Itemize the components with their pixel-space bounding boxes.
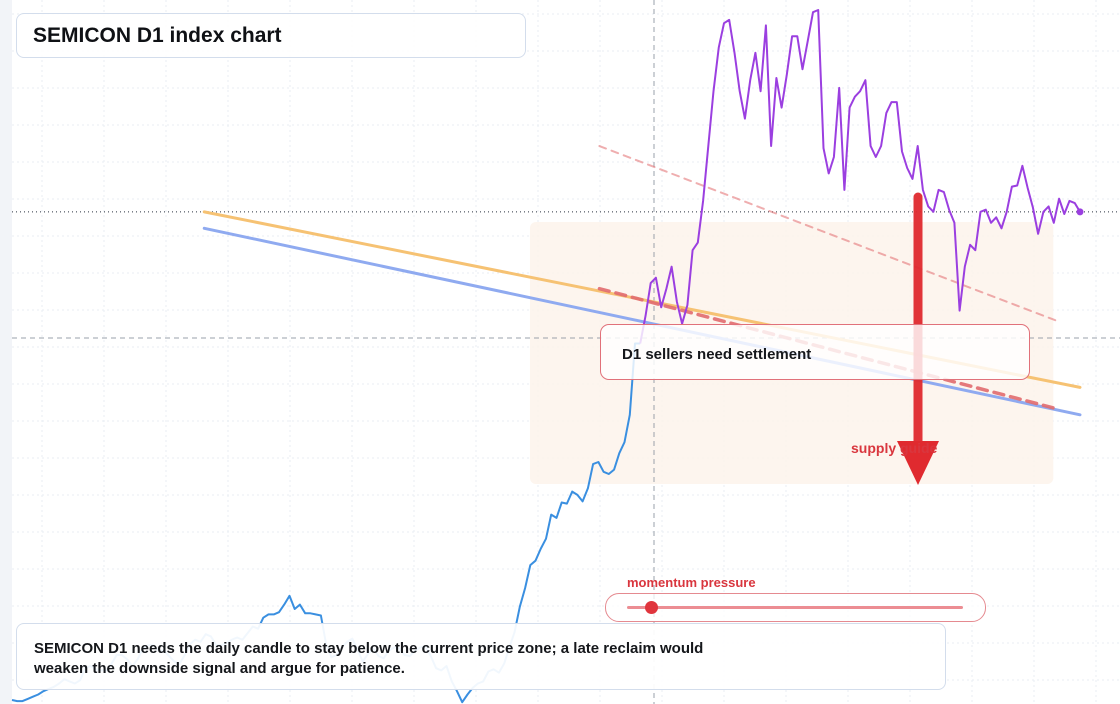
note-text: SEMICON D1 needs the daily candle to sta…: [34, 640, 704, 677]
axis-strip: [0, 0, 12, 704]
supply-guide-label: supply guide: [851, 440, 938, 456]
settlement-callout: D1 sellers need settlement: [600, 324, 1030, 380]
downside-arrow-head: [897, 441, 939, 485]
price-series-late: [639, 9, 1081, 344]
note-box: SEMICON D1 needs the daily candle to sta…: [16, 623, 946, 690]
last-price-dot: [1076, 208, 1084, 216]
trendline-supply-guide-faint-: [598, 145, 1060, 323]
settlement-text: D1 sellers need settlement: [622, 346, 812, 363]
trendline-lower: [202, 226, 1082, 417]
momentum-knob: [644, 601, 658, 614]
momentum-gauge: [605, 593, 986, 622]
title-box: SEMICON D1 index chart: [16, 13, 526, 58]
momentum-label: momentum pressure: [627, 575, 756, 590]
chart-title: SEMICON D1 index chart: [33, 24, 282, 47]
momentum-track: [627, 606, 963, 609]
